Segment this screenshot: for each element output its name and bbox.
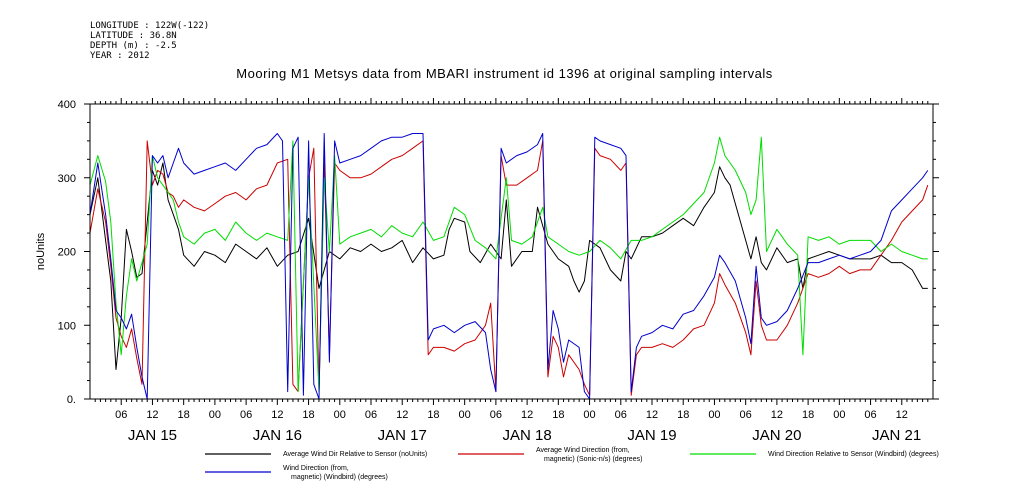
longitude-label: LONGITUDE : 122W(-122) [90,21,210,31]
x-tick-label: 12 [896,409,908,421]
x-tick-label: 06 [115,409,127,421]
series-lines [89,133,929,400]
y-tick-label: 200 [58,247,76,259]
x-day-label: JAN 19 [627,427,676,444]
year-label: YEAR : 2012 [90,51,150,61]
depth-label: DEPTH (m) : -2.5 [90,41,177,51]
y-tick-label: 0. [67,394,76,406]
x-tick-label: 00 [334,409,346,421]
x-tick-label: 06 [864,409,876,421]
legend: Average Wind Dir Relative to Sensor (noU… [205,447,939,481]
x-tick-label: 00 [209,409,221,421]
legend-label-3: Wind Direction Relative to Sensor (Windb… [768,451,939,458]
y-tick-label: 300 [58,173,76,185]
x-day-label: JAN 21 [872,427,921,444]
x-tick-label: 12 [771,409,783,421]
x-tick-label: 00 [459,409,471,421]
x-tick-label: 18 [178,409,190,421]
x-tick-label: 06 [740,409,752,421]
legend-label-4: magnetic) (Windbird) (degrees) [291,474,388,481]
series-line-4 [89,133,929,400]
x-tick-label: 18 [677,409,689,421]
legend-label-2: magnetic) (Sonic-n/s) (degrees) [544,456,642,463]
y-axis-label: noUnits [35,232,47,270]
x-tick-label: 12 [271,409,283,421]
x-tick-label: 06 [240,409,252,421]
x-tick-label: 18 [427,409,439,421]
x-tick-label: 06 [490,409,502,421]
x-day-label: JAN 17 [378,427,427,444]
axes: 0. 100 200 300 400 noUnits 06 12 18 00 06 12 18 00 06 1… [35,98,939,444]
x-day-label: JAN 20 [752,427,801,444]
chart-title: Mooring M1 Metsys data from MBARI instru… [236,66,773,81]
y-tick-label: 100 [58,320,76,332]
x-tick-label: 12 [646,409,658,421]
x-tick-label: 00 [583,409,595,421]
plot-border [89,103,934,400]
x-tick-label: 12 [396,409,408,421]
latitude-label: LATITUDE : 36.8N [90,31,177,41]
x-tick-label: 18 [302,409,314,421]
x-tick-label: 06 [365,409,377,421]
metadata-block: LONGITUDE : 122W(-122) LATITUDE : 36.8N … [90,21,209,61]
x-tick-label: 06 [615,409,627,421]
x-tick-label: 12 [521,409,533,421]
legend-label-2: Average Wind Direction (from, [536,447,630,454]
x-tick-label: 12 [146,409,158,421]
y-tick-label: 400 [58,99,76,111]
x-tick-label: 00 [708,409,720,421]
series-line-2 [89,140,929,396]
legend-label-1: Average Wind Dir Relative to Sensor (noU… [283,451,427,458]
series-line-1 [89,162,928,370]
legend-label-4: Wind Direction (from, [283,465,349,472]
x-tick-label: 18 [802,409,814,421]
x-day-label: JAN 18 [503,427,552,444]
x-day-label: JAN 15 [128,427,177,444]
x-day-label: JAN 16 [253,427,302,444]
plot-frame [89,103,934,400]
x-tick-label: 00 [833,409,845,421]
x-tick-label: 18 [552,409,564,421]
series-line-3 [89,136,928,393]
